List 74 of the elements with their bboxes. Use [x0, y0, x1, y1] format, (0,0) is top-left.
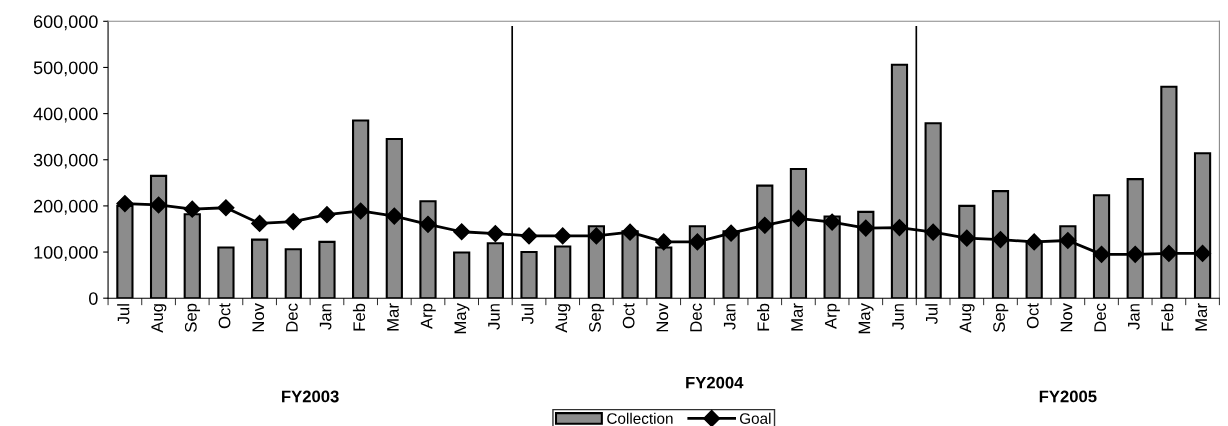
point [453, 223, 471, 241]
point [251, 214, 269, 232]
point [789, 209, 807, 227]
x-tick-label: Feb [1161, 303, 1174, 331]
point [1194, 244, 1212, 262]
point [385, 207, 403, 225]
legend-label: Goal [739, 412, 771, 424]
text: FY2004 [686, 376, 744, 389]
x-tick-label: Nov [656, 303, 669, 332]
point [1092, 245, 1111, 263]
point [688, 233, 706, 251]
x-tick-label: Jun [892, 304, 904, 330]
y-tick-label: 100,000 [34, 245, 98, 261]
point [217, 199, 235, 217]
x-tick-label: Aug [555, 304, 571, 333]
y-tick-label: 400,000 [33, 107, 98, 123]
x-tick-label: Arp [420, 303, 436, 329]
y-tick-label: 300,000 [33, 153, 98, 169]
point [722, 224, 740, 242]
text: FY2005 [1039, 390, 1097, 403]
x-tick-label: Jun [488, 304, 500, 330]
x-tick-label: May [454, 303, 470, 334]
point [520, 227, 538, 245]
x-tick-label: Jan [723, 304, 736, 330]
point [486, 225, 504, 243]
x-tick-label: Mar [1195, 303, 1208, 331]
point [284, 213, 302, 231]
point [1025, 233, 1043, 251]
point [924, 223, 942, 241]
x-tick-label: Dec [1094, 303, 1107, 332]
point [655, 233, 673, 251]
x-tick-label: Sep [589, 303, 605, 332]
y-tick-label: 600,000 [34, 15, 98, 31]
point [1160, 244, 1178, 262]
x-tick-label: Jan [1128, 304, 1140, 330]
x-tick-label: Sep [184, 303, 201, 332]
point [318, 206, 336, 224]
x-tick-label: May [858, 303, 874, 334]
point [587, 227, 605, 245]
point [958, 229, 976, 247]
x-tick-label: Oct [218, 303, 231, 329]
x-tick-label: Mar [387, 303, 399, 331]
point [116, 195, 134, 213]
x-tick-label: Jul [925, 304, 938, 325]
x-tick-label: Arp [824, 303, 840, 329]
x-tick-label: Nov [252, 303, 265, 332]
x-tick-label: Jul [117, 304, 130, 325]
point [1059, 231, 1077, 250]
x-tick-label: Aug [151, 304, 167, 333]
x-tick-label: Mar [791, 303, 803, 331]
point [857, 219, 875, 237]
legend-label: Collection [607, 412, 673, 424]
text: FY2003 [282, 390, 339, 403]
point [621, 223, 639, 241]
point [150, 196, 168, 214]
x-tick-label: Feb [352, 303, 366, 331]
y-tick-label: 0 [89, 292, 98, 305]
point [756, 216, 774, 234]
x-tick-label: Oct [1026, 303, 1039, 329]
x-tick-label: Nov [1060, 303, 1073, 332]
x-tick-label: Sep [993, 303, 1009, 332]
x-tick-label: Dec [286, 303, 298, 332]
point [183, 200, 201, 218]
x-tick-label: Dec [690, 303, 702, 332]
y-tick-label: 500,000 [33, 61, 98, 77]
x-tick-label: Oct [622, 303, 635, 329]
x-tick-label: Jan [319, 304, 332, 330]
x-tick-label: Jul [521, 304, 534, 325]
point [352, 202, 370, 220]
point [1126, 245, 1144, 263]
x-tick-label: Aug [959, 304, 975, 333]
y-tick-label: 200,000 [33, 199, 98, 215]
point [554, 227, 572, 245]
x-tick-label: Feb [757, 303, 770, 331]
